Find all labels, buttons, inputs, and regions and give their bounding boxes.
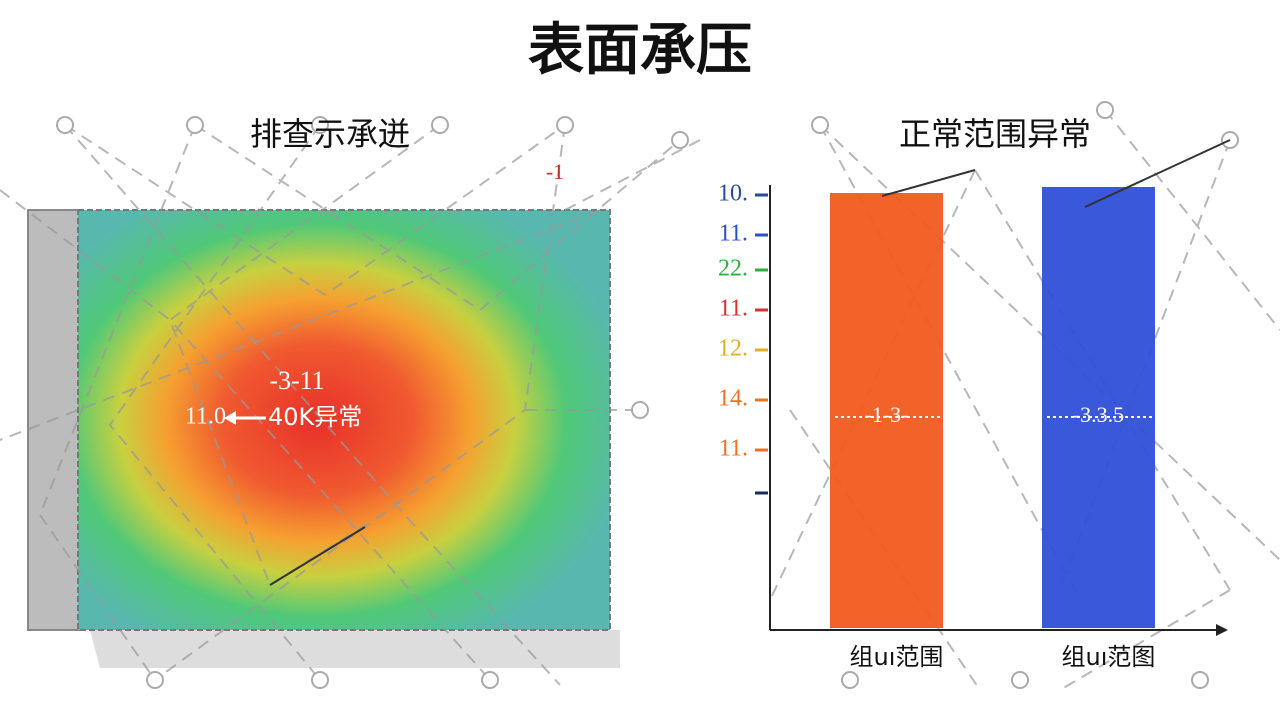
bar-label: -3.3.5: [1073, 402, 1124, 427]
tick-label: 11.: [719, 296, 748, 322]
bar-panel-title: 正常范围异常: [899, 115, 1091, 153]
leader: [269, 526, 366, 586]
tick-label: 12.: [718, 336, 748, 362]
bar: [1042, 187, 1155, 628]
heatmap: [77, 209, 611, 631]
shadow: [90, 630, 620, 668]
arrow-head: [224, 411, 236, 425]
category-label: 组uı范图: [1062, 643, 1156, 671]
heatmap-panel: [0, 116, 701, 689]
heatmap-label: 11.0: [185, 404, 226, 430]
axis-arrow: [1216, 624, 1228, 636]
heatmap-label: -1: [546, 159, 564, 184]
tick-label: 11.: [719, 436, 748, 462]
tick-label: 10.: [718, 181, 748, 207]
heatmap-label: -3-11: [269, 366, 324, 395]
leader: [1084, 139, 1231, 208]
tick-label: 11.: [719, 221, 748, 247]
tick-label: 14.: [718, 386, 748, 412]
leader: [881, 169, 976, 197]
lattice: [0, 116, 701, 689]
page-title: 表面承压: [528, 18, 752, 83]
bar-label: -1-3-: [865, 402, 909, 427]
heatmap-title: 排查示承迸: [250, 115, 410, 153]
bar: [830, 193, 943, 628]
category-label: 组uı范围: [850, 643, 944, 671]
tick-label: 22.: [718, 256, 748, 282]
heatmap-label: 40K异常: [268, 403, 362, 431]
